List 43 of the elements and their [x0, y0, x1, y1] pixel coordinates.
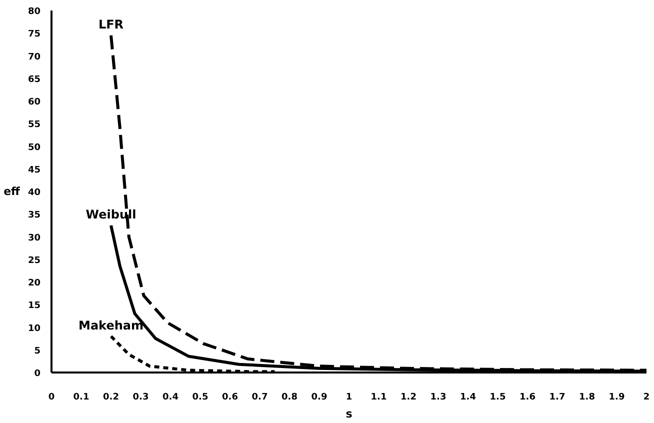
x-axis-title: s	[346, 408, 353, 420]
x-tick-label: 0.5	[192, 392, 208, 402]
x-tick-label: 1.4	[460, 392, 476, 402]
x-tick-label: 0	[48, 392, 55, 402]
y-tick-label: 5	[34, 346, 41, 356]
series-label: LFR	[98, 17, 124, 32]
series-label: Makeham	[78, 318, 144, 332]
y-tick-label: 25	[28, 256, 41, 266]
y-tick-label: 75	[28, 30, 41, 40]
y-tick-label: 10	[28, 324, 41, 334]
x-tick-label: 1.9	[608, 392, 625, 402]
x-tick-label: 1.3	[430, 392, 446, 402]
y-tick-label: 35	[28, 210, 41, 221]
x-tick-label: 0.6	[222, 392, 238, 402]
x-tick-label: 0.8	[282, 392, 298, 402]
y-tick-label: 70	[28, 52, 41, 62]
y-tick-label: 55	[28, 120, 41, 130]
x-tick-label: 0.3	[132, 392, 149, 402]
y-tick-label: 60	[28, 98, 41, 108]
series-label: Weibull	[86, 207, 136, 222]
x-tick-label: 0.7	[252, 392, 268, 402]
x-tick-label: 1.6	[520, 392, 536, 402]
x-tick-label: 1.7	[549, 392, 566, 402]
y-tick-label: 0	[34, 369, 41, 379]
x-tick-label: 0.1	[73, 392, 90, 402]
y-tick-label: 65	[28, 74, 41, 85]
x-tick-label: 1.1	[370, 392, 387, 402]
y-axis-title: eff	[4, 185, 20, 198]
x-tick-label: 0.2	[103, 392, 119, 402]
x-tick-label: 1	[346, 392, 352, 402]
x-tick-label: 0.9	[311, 392, 328, 402]
y-tick-label: 45	[28, 165, 41, 176]
y-tick-label: 50	[28, 142, 41, 153]
y-tick-label: 30	[28, 233, 41, 244]
y-tick-label: 40	[28, 188, 41, 198]
x-tick-label: 0.4	[162, 392, 178, 402]
y-tick-label: 15	[28, 301, 41, 312]
x-tick-label: 1.8	[579, 392, 595, 402]
x-tick-label: 1.2	[400, 392, 416, 402]
y-tick-label: 80	[28, 7, 41, 17]
x-tick-label: 1.5	[490, 392, 506, 402]
x-tick-label: 2	[643, 392, 650, 402]
y-tick-label: 20	[28, 278, 41, 288]
